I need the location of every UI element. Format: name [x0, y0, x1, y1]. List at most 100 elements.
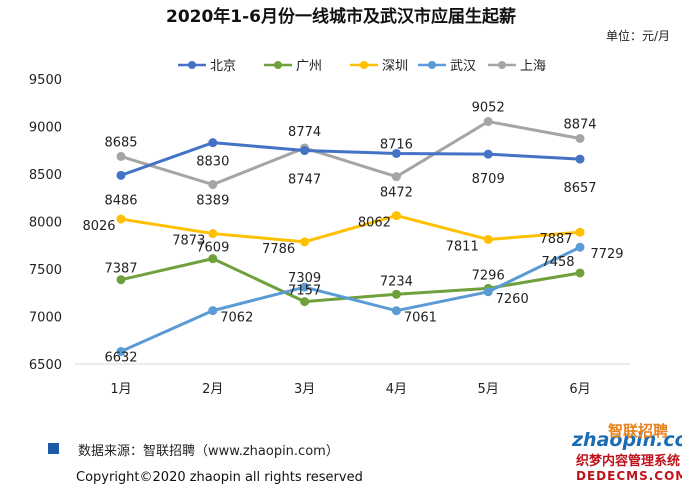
- unit-label: 单位：元/月: [606, 28, 670, 43]
- data-label: 7786: [262, 242, 295, 257]
- copyright-text: Copyright©2020 zhaopin all rights reserv…: [76, 470, 363, 485]
- data-point: [483, 234, 493, 244]
- series-line: [120, 245, 581, 353]
- legend-label: 上海: [520, 59, 546, 74]
- data-point: [116, 170, 126, 180]
- legend-item: 北京: [178, 59, 236, 74]
- series: [116, 138, 585, 180]
- logo-latin: zhaopin.com: [571, 429, 682, 451]
- series: [116, 242, 585, 356]
- legend: 北京 广州 深圳 武汉 上海: [178, 59, 546, 74]
- legend-item: 武汉: [418, 59, 476, 74]
- series-line: [120, 214, 581, 244]
- y-tick-label: 7500: [29, 263, 62, 278]
- data-point: [116, 275, 126, 285]
- data-label: 6632: [104, 350, 137, 365]
- data-point: [300, 146, 310, 156]
- y-tick-label: 8000: [29, 216, 62, 231]
- data-label: 8486: [104, 193, 137, 208]
- data-point: [300, 282, 310, 292]
- data-label: 7260: [496, 292, 529, 307]
- logo-chinese: 智联招聘: [608, 422, 668, 440]
- data-label: 8716: [380, 137, 413, 152]
- x-tick-label: 6月: [569, 382, 590, 397]
- data-point: [575, 242, 585, 252]
- data-point: [483, 117, 493, 127]
- data-label: 8774: [288, 125, 321, 140]
- data-label: 7873: [172, 234, 205, 249]
- data-point: [208, 138, 218, 148]
- legend-label: 广州: [296, 59, 322, 74]
- data-labels: 8486 8830 8747 8716 8709 8657 7387 7609 7157 7234…: [82, 101, 623, 366]
- data-point: [208, 254, 218, 264]
- data-label: 8389: [196, 194, 229, 209]
- legend-item: 上海: [488, 59, 546, 74]
- data-point: [208, 306, 218, 316]
- data-label: 9052: [472, 101, 505, 116]
- source-text: 数据来源：智联招聘（www.zhaopin.com）: [78, 444, 339, 459]
- legend-swatch-marker: [188, 61, 196, 69]
- data-label: 8472: [380, 186, 413, 201]
- x-tick-label: 5月: [478, 382, 499, 397]
- series: [116, 211, 585, 247]
- data-label: 7296: [472, 268, 505, 283]
- data-point: [300, 237, 310, 247]
- data-label: 7234: [380, 274, 413, 289]
- legend-label: 北京: [210, 59, 236, 74]
- legend-label: 深圳: [382, 59, 408, 74]
- y-tick-label: 6500: [29, 358, 62, 373]
- x-tick-label: 2月: [202, 382, 223, 397]
- data-label: 8709: [472, 172, 505, 187]
- data-point: [391, 306, 401, 316]
- x-axis: 1月 2月 3月 4月 5月 6月: [75, 363, 630, 397]
- data-point: [391, 148, 401, 158]
- data-label: 7609: [196, 241, 229, 256]
- data-label: 7458: [541, 255, 574, 270]
- data-label: 7062: [220, 311, 253, 326]
- legend-swatch-marker: [360, 61, 368, 69]
- data-point: [483, 149, 493, 159]
- data-point: [208, 229, 218, 239]
- data-point: [391, 289, 401, 299]
- legend-item: 深圳: [350, 59, 408, 74]
- source-marker: [48, 443, 59, 454]
- series: [116, 117, 585, 190]
- legend-swatch-marker: [274, 61, 282, 69]
- legend-swatch-marker: [498, 61, 506, 69]
- data-point: [300, 297, 310, 307]
- data-point: [391, 211, 401, 221]
- legend-item: 广州: [264, 59, 322, 74]
- data-label: 7887: [539, 232, 572, 247]
- x-tick-label: 3月: [294, 382, 315, 397]
- data-point: [575, 133, 585, 143]
- data-label: 8685: [104, 135, 137, 150]
- y-tick-label: 7000: [29, 311, 62, 326]
- zhaopin-logo: zhaopin.com 智联招聘: [571, 422, 682, 451]
- data-point: [391, 172, 401, 182]
- y-tick-label: 8500: [29, 168, 62, 183]
- series-line: [120, 120, 581, 187]
- data-point: [116, 346, 126, 356]
- data-label: 8747: [288, 173, 321, 188]
- plot-area: [116, 117, 585, 356]
- data-label: 8830: [196, 155, 229, 170]
- data-label: 7309: [288, 271, 321, 286]
- watermark: 织梦内容管理系统 DEDECMS.COM: [576, 453, 682, 483]
- data-label: 7387: [104, 262, 137, 277]
- data-label: 7811: [446, 239, 479, 254]
- data-label: 7157: [288, 284, 321, 299]
- watermark-line2: DEDECMS.COM: [576, 469, 682, 483]
- watermark-line1: 织梦内容管理系统: [576, 453, 680, 469]
- data-point: [575, 268, 585, 278]
- data-label: 8026: [82, 219, 115, 234]
- chart-title: 2020年1-6月份一线城市及武汉市应届生起薪: [166, 6, 516, 27]
- x-tick-label: 1月: [110, 382, 131, 397]
- data-point: [575, 227, 585, 237]
- data-label: 7061: [404, 311, 437, 326]
- y-tick-label: 9500: [29, 73, 62, 88]
- data-point: [575, 154, 585, 164]
- data-label: 8657: [563, 181, 596, 196]
- y-tick-label: 9000: [29, 121, 62, 136]
- data-point: [116, 151, 126, 161]
